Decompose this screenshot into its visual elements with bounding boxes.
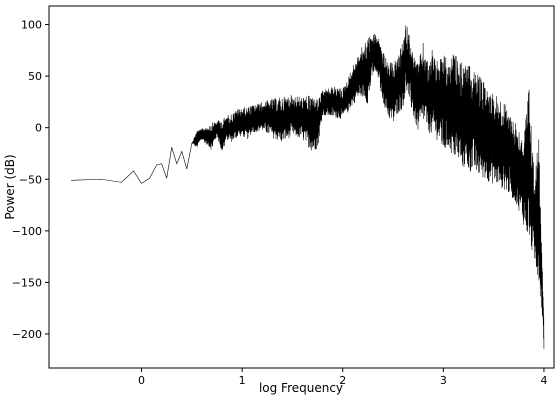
x-axis: 0 1 2 3 4 — [138, 368, 547, 387]
y-tick-label: 0 — [35, 122, 42, 135]
series-layer — [71, 25, 545, 349]
y-tick-label: 100 — [21, 19, 42, 32]
plot-area — [49, 6, 554, 368]
x-tick-label: 3 — [440, 374, 447, 387]
x-tick-label: 2 — [339, 374, 346, 387]
y-tick-label: −100 — [12, 225, 42, 238]
y-tick-label: −150 — [12, 276, 42, 289]
plot-frame — [48, 5, 555, 369]
y-axis: −200 −150 −100 −50 0 50 100 — [12, 19, 49, 341]
y-tick-label: −200 — [12, 328, 42, 341]
y-axis-label: Power (dB) — [3, 154, 17, 219]
y-tick-label: 50 — [28, 70, 42, 83]
spectrum-line — [71, 25, 545, 349]
x-tick-label: 4 — [540, 374, 547, 387]
y-tick-label: −50 — [19, 173, 42, 186]
x-tick-label: 1 — [239, 374, 246, 387]
x-tick-label: 0 — [138, 374, 145, 387]
x-axis-label: log Frequency — [259, 381, 343, 395]
